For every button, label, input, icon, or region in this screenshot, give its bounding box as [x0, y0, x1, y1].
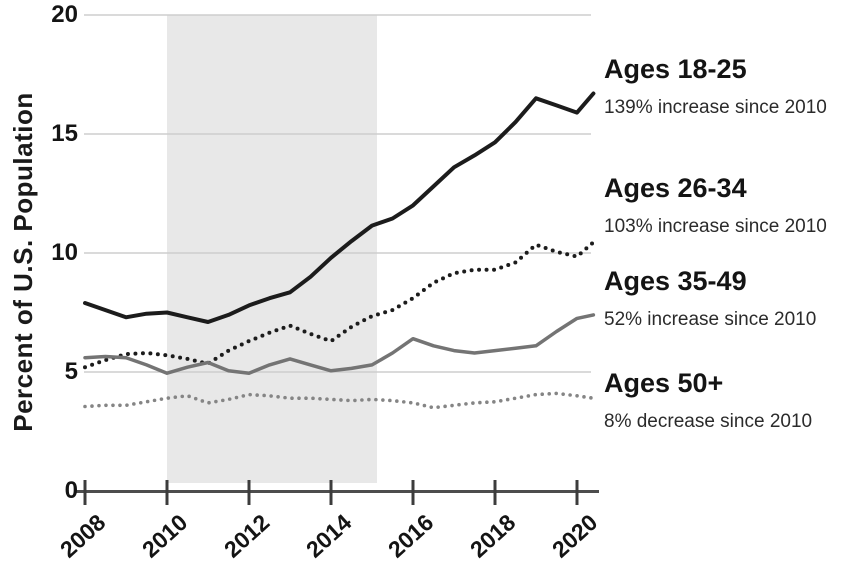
legend-annotation-ages-35-49: 52% increase since 2010 — [604, 309, 817, 330]
legend-title-ages-26-34: Ages 26-34 — [604, 173, 747, 203]
y-tick-label-10: 10 — [51, 239, 78, 266]
series-line-ages-35-49 — [83, 313, 596, 375]
legend-title-ages-50-: Ages 50+ — [604, 368, 724, 398]
legend-entry-ages-18-25: Ages 18-25 139% increase since 2010 — [604, 54, 851, 119]
y-tick-label-5: 5 — [64, 358, 78, 385]
y-tick-label-15: 15 — [51, 120, 78, 147]
series-line-ages-18-25 — [83, 91, 596, 324]
y-tick-label-0: 0 — [64, 477, 78, 504]
legend-annotation-ages-26-34: 103% increase since 2010 — [604, 216, 827, 237]
legend-title-ages-18-25: Ages 18-25 — [604, 54, 747, 84]
shaded-band-2010-2015 — [167, 15, 377, 483]
legend-entry-ages-35-49: Ages 35-49 52% increase since 2010 — [604, 266, 851, 331]
legend-annotation-ages-18-25: 139% increase since 2010 — [604, 97, 827, 118]
legend-entry-ages-50-: Ages 50+ 8% decrease since 2010 — [604, 368, 851, 433]
series-line-ages-50- — [83, 391, 596, 410]
y-tick-label-20: 20 — [51, 1, 78, 28]
legend-title-ages-35-49: Ages 35-49 — [604, 266, 747, 296]
legend-annotation-ages-50-: 8% decrease since 2010 — [604, 411, 813, 432]
legend-entry-ages-26-34: Ages 26-34 103% increase since 2010 — [604, 173, 851, 238]
